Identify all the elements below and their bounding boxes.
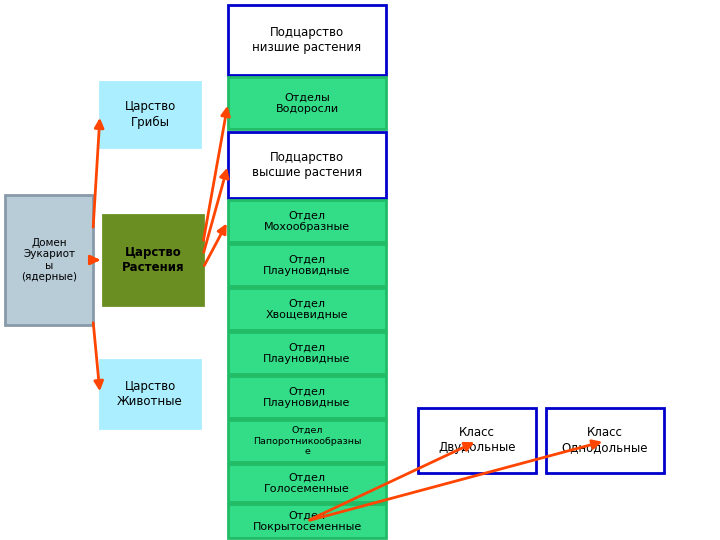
Text: Отдел
Плауновидные: Отдел Плауновидные (264, 254, 351, 276)
Text: Подцарство
низшие растения: Подцарство низшие растения (253, 26, 361, 54)
FancyBboxPatch shape (228, 5, 386, 75)
Text: Подцарство
высшие растения: Подцарство высшие растения (252, 151, 362, 179)
Text: Царство
Грибы: Царство Грибы (125, 100, 176, 129)
FancyBboxPatch shape (228, 244, 386, 286)
Text: Отдел
Плауновидные: Отдел Плауновидные (264, 386, 351, 408)
FancyBboxPatch shape (228, 420, 386, 462)
FancyBboxPatch shape (103, 215, 203, 305)
Text: Класс
Однодольные: Класс Однодольные (562, 427, 648, 455)
Text: Домен
Эукариот
ы
(ядерные): Домен Эукариот ы (ядерные) (21, 238, 77, 282)
Text: Отдел
Покрытосеменные: Отдел Покрытосеменные (253, 510, 361, 532)
Text: Отдел
Голосеменные: Отдел Голосеменные (264, 472, 350, 494)
FancyBboxPatch shape (228, 132, 386, 198)
Text: Отделы
Водоросли: Отделы Водоросли (276, 92, 338, 114)
FancyBboxPatch shape (228, 200, 386, 242)
FancyBboxPatch shape (100, 82, 200, 147)
Text: Отдел
Мохообразные: Отдел Мохообразные (264, 210, 350, 232)
FancyBboxPatch shape (228, 77, 386, 129)
Text: Отдел
Хвощевидные: Отдел Хвощевидные (266, 298, 348, 320)
Text: Царство
Растения: Царство Растения (122, 246, 184, 274)
FancyBboxPatch shape (100, 360, 200, 428)
Text: Царство
Животные: Царство Животные (117, 380, 183, 408)
FancyBboxPatch shape (228, 332, 386, 374)
FancyBboxPatch shape (546, 408, 664, 473)
FancyBboxPatch shape (228, 464, 386, 502)
FancyBboxPatch shape (418, 408, 536, 473)
FancyBboxPatch shape (228, 288, 386, 330)
Text: Отдел
Плауновидные: Отдел Плауновидные (264, 342, 351, 364)
Text: Отдел
Папоротникообразны
е: Отдел Папоротникообразны е (253, 426, 361, 456)
FancyBboxPatch shape (5, 195, 93, 325)
FancyBboxPatch shape (228, 504, 386, 538)
Text: Класс
Двудольные: Класс Двудольные (438, 427, 516, 455)
FancyBboxPatch shape (228, 376, 386, 418)
